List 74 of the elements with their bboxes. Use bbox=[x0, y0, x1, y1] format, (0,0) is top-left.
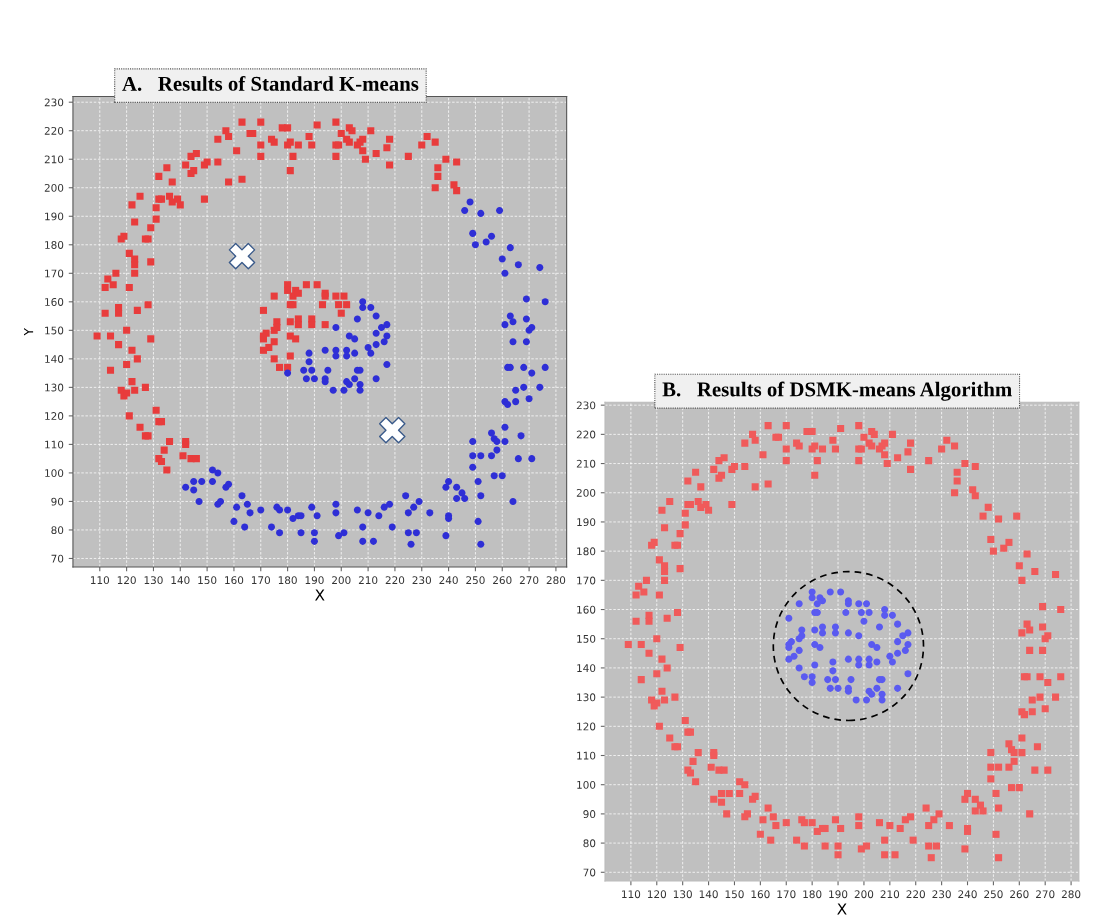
y-tick-label: 210 bbox=[44, 155, 64, 164]
y-tick-label: 190 bbox=[45, 212, 64, 221]
x-tick-label: 210 bbox=[880, 890, 900, 899]
x-axis-title: X bbox=[837, 903, 847, 915]
y-tick-label: 230 bbox=[44, 98, 64, 107]
x-tick-label: 230 bbox=[412, 576, 432, 585]
y-tick-label: 100 bbox=[577, 780, 596, 789]
x-tick-label: 170 bbox=[777, 890, 796, 899]
x-tick-label: 220 bbox=[385, 576, 405, 585]
x-tick-label: 280 bbox=[1061, 890, 1081, 899]
x-tick-label: 170 bbox=[251, 576, 271, 585]
y-tick-label: 180 bbox=[45, 241, 64, 249]
x-tick-label: 200 bbox=[854, 890, 874, 899]
x-tick-label: 140 bbox=[171, 576, 190, 585]
y-tick-label: 180 bbox=[577, 547, 596, 556]
y-tick-label: 130 bbox=[45, 383, 64, 392]
y-tick-label: 80 bbox=[583, 839, 596, 848]
chart-title: A. Results of Standard K-means bbox=[122, 75, 419, 91]
x-tick-label: 250 bbox=[984, 890, 1003, 899]
x-tick-label: 120 bbox=[117, 576, 136, 585]
y-tick-label: 110 bbox=[45, 440, 64, 449]
y-tick-label: 90 bbox=[51, 497, 64, 506]
x-tick-label: 220 bbox=[906, 890, 925, 899]
x-tick-label: 210 bbox=[358, 576, 378, 585]
x-tick-label: 120 bbox=[647, 890, 667, 899]
y-tick-label: 170 bbox=[45, 269, 64, 278]
x-tick-label: 150 bbox=[198, 576, 217, 585]
y-axis-title: Y bbox=[24, 327, 34, 336]
x-axis-title: X bbox=[315, 589, 325, 601]
y-tick-label: 220 bbox=[576, 430, 596, 439]
x-tick-label: 160 bbox=[751, 890, 770, 899]
y-tick-label: 220 bbox=[44, 126, 64, 135]
x-tick-label: 130 bbox=[144, 576, 163, 585]
y-tick-label: 70 bbox=[583, 868, 596, 877]
y-tick-label: 200 bbox=[576, 488, 596, 497]
y-tick-label: 130 bbox=[577, 693, 596, 702]
y-tick-label: 70 bbox=[51, 554, 64, 563]
y-tick-label: 210 bbox=[576, 459, 596, 468]
x-tick-label: 190 bbox=[829, 890, 848, 899]
x-tick-label: 180 bbox=[278, 576, 297, 585]
x-tick-label: 110 bbox=[90, 576, 110, 585]
y-tick-label: 120 bbox=[577, 722, 596, 731]
x-tick-label: 130 bbox=[673, 890, 692, 899]
x-tick-label: 110 bbox=[622, 890, 641, 899]
x-tick-label: 240 bbox=[958, 890, 977, 899]
y-tick-label: 120 bbox=[45, 412, 64, 420]
y-tick-label: 90 bbox=[583, 810, 596, 818]
x-tick-label: 280 bbox=[546, 576, 566, 585]
chart-title: B. Results of DSMK-means Algorithm bbox=[662, 381, 1012, 401]
x-tick-label: 190 bbox=[305, 576, 324, 585]
x-tick-label: 160 bbox=[225, 576, 244, 585]
x-tick-label: 180 bbox=[803, 890, 822, 899]
y-tick-label: 80 bbox=[51, 526, 64, 535]
x-tick-label: 250 bbox=[466, 576, 485, 585]
x-tick-label: 140 bbox=[699, 890, 718, 899]
x-tick-label: 240 bbox=[439, 576, 458, 585]
y-tick-label: 140 bbox=[45, 355, 64, 363]
y-tick-label: 140 bbox=[577, 664, 596, 673]
y-tick-label: 230 bbox=[576, 401, 596, 410]
y-tick-label: 100 bbox=[45, 469, 64, 478]
x-tick-label: 150 bbox=[725, 890, 744, 899]
x-tick-label: 230 bbox=[932, 890, 951, 899]
y-tick-label: 150 bbox=[45, 326, 64, 335]
y-tick-label: 150 bbox=[577, 634, 596, 643]
y-tick-label: 110 bbox=[577, 751, 596, 760]
x-tick-label: 200 bbox=[332, 576, 351, 585]
y-tick-label: 160 bbox=[577, 605, 596, 614]
y-tick-label: 200 bbox=[44, 183, 64, 192]
x-tick-label: 260 bbox=[493, 576, 512, 585]
y-tick-label: 160 bbox=[45, 298, 64, 306]
x-tick-label: 270 bbox=[1036, 890, 1055, 899]
x-tick-label: 270 bbox=[519, 576, 539, 585]
y-tick-label: 190 bbox=[577, 518, 596, 527]
x-tick-label: 260 bbox=[1010, 890, 1029, 899]
